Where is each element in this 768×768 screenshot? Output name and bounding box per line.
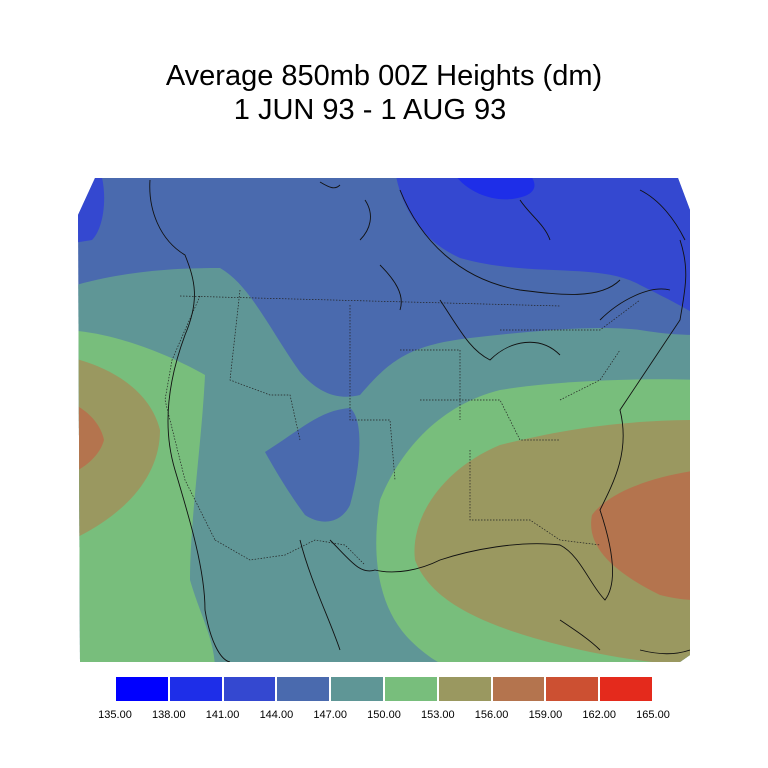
- band-138: [455, 178, 535, 200]
- band-141: [78, 178, 690, 318]
- band-144-trough: [265, 408, 360, 522]
- band-153-west: [78, 355, 160, 545]
- colorbar-swatch: [330, 676, 384, 702]
- colorbar-label: 150.00: [367, 709, 401, 721]
- chart-title: Average 850mb 00Z Heights (dm): [165, 60, 603, 92]
- band-141-west: [78, 178, 105, 245]
- colorbar-label: 135.00: [98, 709, 132, 721]
- colorbar-swatch: [383, 676, 438, 702]
- colorbar-swatch: [115, 676, 169, 702]
- colorbar-label: 165.00: [636, 709, 670, 721]
- band-156-west: [78, 400, 104, 478]
- colorbar-swatch: [599, 676, 653, 702]
- coastlines: [149, 179, 690, 662]
- colorbar-swatch: [276, 676, 331, 702]
- colorbar-swatch: [491, 676, 546, 702]
- colorbar-label: 153.00: [420, 709, 455, 721]
- colorbar-label: 141.00: [205, 709, 240, 721]
- colorbar-label: 138.00: [151, 709, 186, 721]
- band-153-east: [414, 420, 690, 662]
- colorbar-swatch: [168, 676, 223, 702]
- chart-subtitle-dates: 1 JUN 93 - 1 AUG 93: [233, 94, 507, 126]
- band-156-east: [591, 470, 690, 600]
- colorbar-label: 144.00: [259, 709, 294, 721]
- political-borders: [164, 289, 641, 566]
- colorbar-labels: 135.00 138.00 141.00 144.00 147.00 150.00 153.…: [89, 709, 689, 723]
- colorbar-label: 147.00: [313, 709, 348, 721]
- colorbar-swatch: [545, 676, 600, 702]
- colorbar-swatch: [222, 676, 277, 702]
- colorbar: [115, 676, 653, 702]
- colorbar-label: 162.00: [582, 709, 617, 721]
- colorbar-swatch: [437, 676, 492, 702]
- colorbar-label: 159.00: [528, 709, 563, 721]
- colorbar-label: 156.00: [474, 709, 509, 721]
